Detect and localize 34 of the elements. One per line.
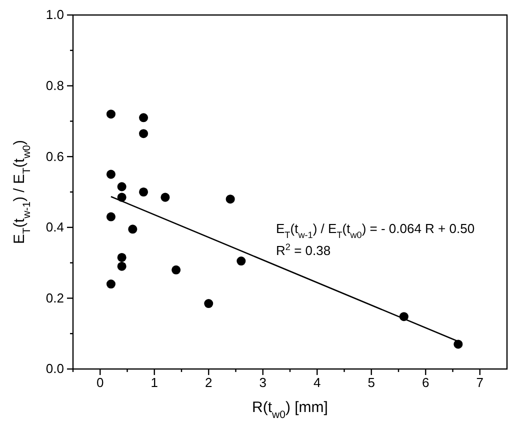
point bbox=[226, 194, 235, 204]
point bbox=[117, 262, 126, 271]
point bbox=[139, 187, 148, 197]
x-tick-label: 1 bbox=[150, 375, 158, 390]
y-tick-label: 0.4 bbox=[46, 220, 64, 235]
point bbox=[160, 192, 170, 202]
x-tick-label: 3 bbox=[259, 375, 266, 390]
x-tick-label: 7 bbox=[476, 375, 484, 390]
y-tick-label: 0.2 bbox=[46, 290, 64, 306]
point bbox=[204, 299, 214, 308]
x-tick-label: 5 bbox=[368, 375, 375, 390]
point bbox=[172, 265, 181, 274]
y-tick-label: 0.0 bbox=[46, 361, 64, 376]
x-axis-title: R(t$_{w0}$) [mm] bbox=[252, 399, 328, 421]
point bbox=[106, 212, 116, 222]
point bbox=[454, 340, 463, 349]
point bbox=[106, 110, 116, 119]
point bbox=[128, 224, 138, 234]
point bbox=[117, 182, 126, 192]
point bbox=[106, 170, 116, 179]
x-tick-label: 2 bbox=[205, 375, 212, 390]
x-tick-label: 4 bbox=[314, 375, 321, 390]
x-tick-label: 6 bbox=[422, 375, 430, 390]
annotation: R$^{2}$ = 0.38 bbox=[276, 242, 331, 258]
y-tick-label: 0.6 bbox=[46, 148, 64, 164]
y-tick-label: 0.8 bbox=[46, 78, 64, 93]
point bbox=[139, 129, 148, 138]
x-tick-label: 0 bbox=[96, 375, 104, 390]
point bbox=[117, 252, 126, 262]
text: E$_{T}$(t$_{w-1}$) / E$_{T}$(t$_{w0}$) = - 0.064 R + 0.50 bbox=[276, 221, 475, 240]
y-tick-label: 1.0 bbox=[46, 7, 64, 22]
point bbox=[139, 113, 148, 122]
point bbox=[236, 256, 246, 266]
point bbox=[106, 280, 116, 289]
